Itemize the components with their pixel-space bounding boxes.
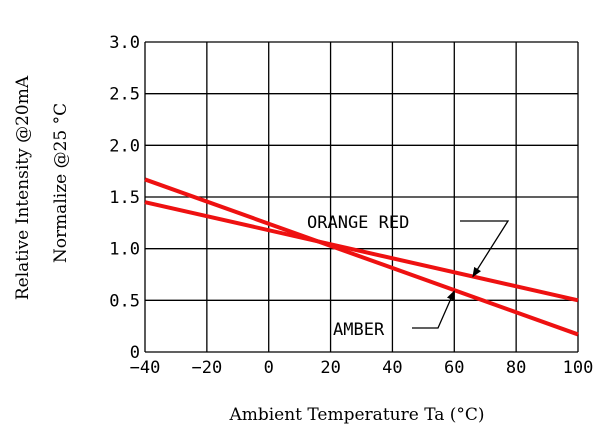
tick-labels: −40 −20 0 20 40 60 80 100 0 0.5 1.0 1.5 2.0 2.5 3.0 [109,33,593,378]
series-line-orange-red [144,200,579,303]
y-tick-label: 3.0 [109,33,140,53]
x-tick-label: −40 [130,358,161,378]
x-tick-label: 80 [506,358,526,378]
y-tick-label: 2.5 [109,85,140,105]
x-axis-title: Ambient Temperature Ta (°C) [228,405,484,425]
annotation-orange-red: ORANGE RED [307,213,409,233]
y-tick-label: 0.5 [109,291,140,311]
series-line-amber [144,177,579,337]
x-tick-label: 20 [320,358,340,378]
y-tick-label: 2.0 [109,136,140,156]
y-tick-label: 1.0 [109,240,140,260]
annotations: ORANGE RED AMBER [307,213,510,340]
grid [144,41,579,353]
x-tick-label: 40 [382,358,402,378]
x-tick-label: 100 [563,358,594,378]
y-tick-label: 1.5 [109,188,140,208]
y-axis-title-secondary: Normalize @25 °C [51,103,71,263]
annotation-leader [412,290,455,329]
x-tick-label: 60 [444,358,464,378]
annotation-leader [460,220,510,278]
y-tick-label: 0 [130,343,140,363]
y-axis-title: Relative Intensity @20mA [13,75,33,300]
series-lines [144,177,579,337]
annotation-amber: AMBER [333,320,385,340]
x-tick-label: −20 [191,358,222,378]
x-tick-label: 0 [264,358,274,378]
